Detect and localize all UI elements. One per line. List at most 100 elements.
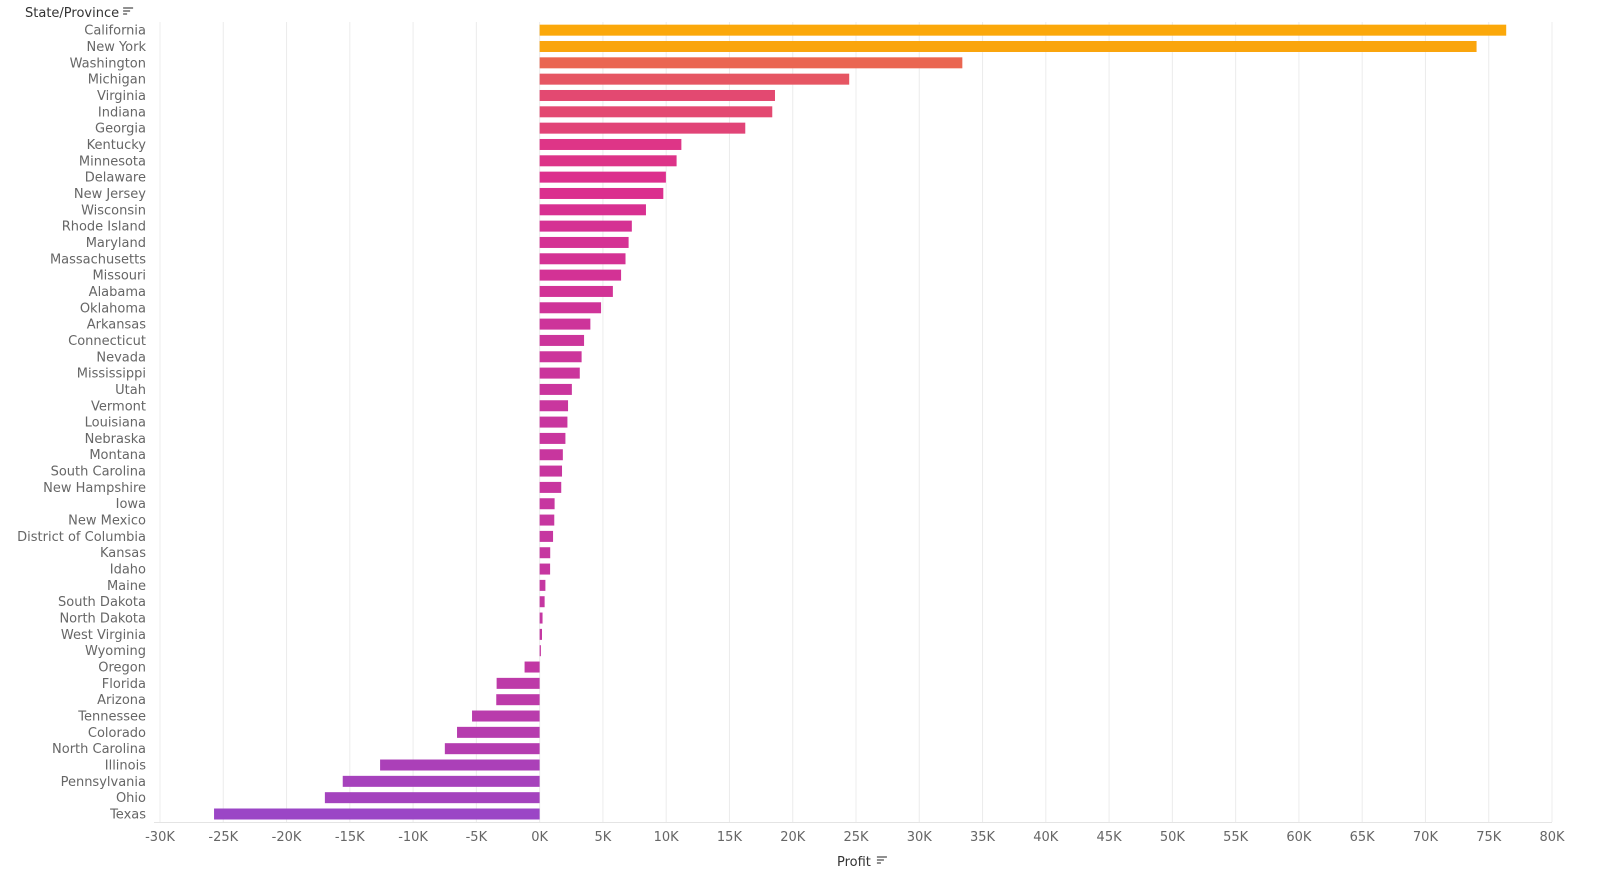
category-label: North Carolina (52, 742, 146, 757)
x-tick-label: -30K (145, 830, 175, 845)
bar-oregon[interactable] (524, 661, 540, 673)
bar-nevada[interactable] (539, 351, 582, 363)
bar-south-dakota[interactable] (539, 596, 545, 608)
category-label: Georgia (95, 122, 146, 137)
category-label: Massachusetts (50, 252, 146, 267)
x-tick-label: 30K (907, 830, 933, 845)
bar-michigan[interactable] (539, 73, 850, 85)
category-label: Arizona (97, 693, 146, 708)
bar-indiana[interactable] (539, 106, 773, 118)
bar-south-carolina[interactable] (539, 465, 563, 477)
bar-vermont[interactable] (539, 400, 569, 412)
category-label: Vermont (91, 399, 146, 414)
bar-district-of-columbia[interactable] (539, 530, 554, 542)
bar-new-jersey[interactable] (539, 187, 664, 199)
bar-missouri[interactable] (539, 269, 622, 281)
category-label: Florida (102, 677, 146, 692)
category-label: Wisconsin (81, 203, 146, 218)
category-label: Michigan (88, 73, 146, 88)
bar-utah[interactable] (539, 383, 572, 395)
category-label: Mississippi (77, 367, 146, 382)
sort-descending-icon[interactable] (123, 7, 134, 15)
category-label: Illinois (105, 759, 146, 774)
x-tick-label: 5K (595, 830, 612, 845)
gridlines (154, 22, 1553, 823)
x-tick-label: 45K (1097, 830, 1123, 845)
category-label: Tennessee (77, 710, 146, 725)
x-tick-label: -10K (398, 830, 428, 845)
category-label: Oregon (98, 661, 146, 676)
bar-new-york[interactable] (539, 40, 1477, 52)
category-label: Missouri (92, 269, 146, 284)
bar-kentucky[interactable] (539, 138, 682, 150)
bar-maine[interactable] (539, 579, 546, 591)
bar-california[interactable] (539, 24, 1507, 36)
bar-wisconsin[interactable] (539, 204, 646, 216)
category-label: Alabama (89, 285, 146, 300)
category-label: Oklahoma (80, 301, 146, 316)
bar-north-carolina[interactable] (444, 743, 540, 755)
bar-texas[interactable] (214, 808, 540, 820)
bar-nebraska[interactable] (539, 432, 566, 444)
category-label: New Hampshire (43, 481, 146, 496)
x-tick-label: 80K (1539, 830, 1565, 845)
bar-delaware[interactable] (539, 171, 666, 183)
category-label: West Virginia (61, 628, 146, 643)
bar-oklahoma[interactable] (539, 302, 602, 314)
category-label: New Mexico (68, 514, 146, 529)
bar-illinois[interactable] (380, 759, 540, 771)
bar-mississippi[interactable] (539, 367, 580, 379)
bar-idaho[interactable] (539, 563, 551, 575)
bar-maryland[interactable] (539, 236, 629, 248)
bar-colorado[interactable] (457, 726, 540, 738)
bar-washington[interactable] (539, 57, 963, 69)
bar-tennessee[interactable] (472, 710, 540, 722)
bars (214, 24, 1507, 820)
bar-arizona[interactable] (496, 694, 540, 706)
bar-virginia[interactable] (539, 89, 775, 101)
bar-ohio[interactable] (324, 792, 540, 804)
category-label: Pennsylvania (61, 775, 146, 790)
x-axis-title[interactable]: Profit (837, 855, 887, 870)
x-tick-label: -25K (208, 830, 238, 845)
bar-connecticut[interactable] (539, 334, 585, 346)
bar-georgia[interactable] (539, 122, 746, 134)
bar-alabama[interactable] (539, 285, 613, 297)
bar-north-dakota[interactable] (539, 612, 543, 624)
category-label: South Dakota (58, 595, 146, 610)
bar-rhode-island[interactable] (539, 220, 632, 232)
category-label: Delaware (85, 171, 146, 186)
category-label: Louisiana (85, 416, 146, 431)
bar-florida[interactable] (496, 677, 540, 689)
bar-montana[interactable] (539, 449, 563, 461)
bar-massachusetts[interactable] (539, 253, 626, 265)
bar-pennsylvania[interactable] (342, 775, 540, 787)
category-label: Minnesota (79, 154, 146, 169)
bar-kansas[interactable] (539, 547, 551, 559)
bar-arkansas[interactable] (539, 318, 591, 330)
category-label: Kentucky (87, 138, 147, 153)
row-header[interactable]: State/Province (25, 6, 134, 21)
sort-descending-icon[interactable] (876, 856, 887, 864)
bar-louisiana[interactable] (539, 416, 568, 428)
bar-new-hampshire[interactable] (539, 481, 562, 493)
x-tick-label: 60K (1286, 830, 1312, 845)
x-tick-label: -15K (335, 830, 365, 845)
x-tick-label: 40K (1033, 830, 1059, 845)
bar-new-mexico[interactable] (539, 514, 555, 526)
category-label: Kansas (100, 546, 146, 561)
bar-minnesota[interactable] (539, 155, 677, 167)
category-label: Montana (89, 448, 146, 463)
bar-west-virginia[interactable] (539, 628, 542, 640)
category-label: Wyoming (85, 644, 146, 659)
category-label: Virginia (97, 89, 146, 104)
category-label: Maine (107, 579, 146, 594)
x-tick-label: 75K (1476, 830, 1502, 845)
bar-iowa[interactable] (539, 498, 555, 510)
x-tick-label: 15K (717, 830, 743, 845)
category-label: Nebraska (85, 432, 146, 447)
bar-wyoming[interactable] (539, 645, 541, 657)
